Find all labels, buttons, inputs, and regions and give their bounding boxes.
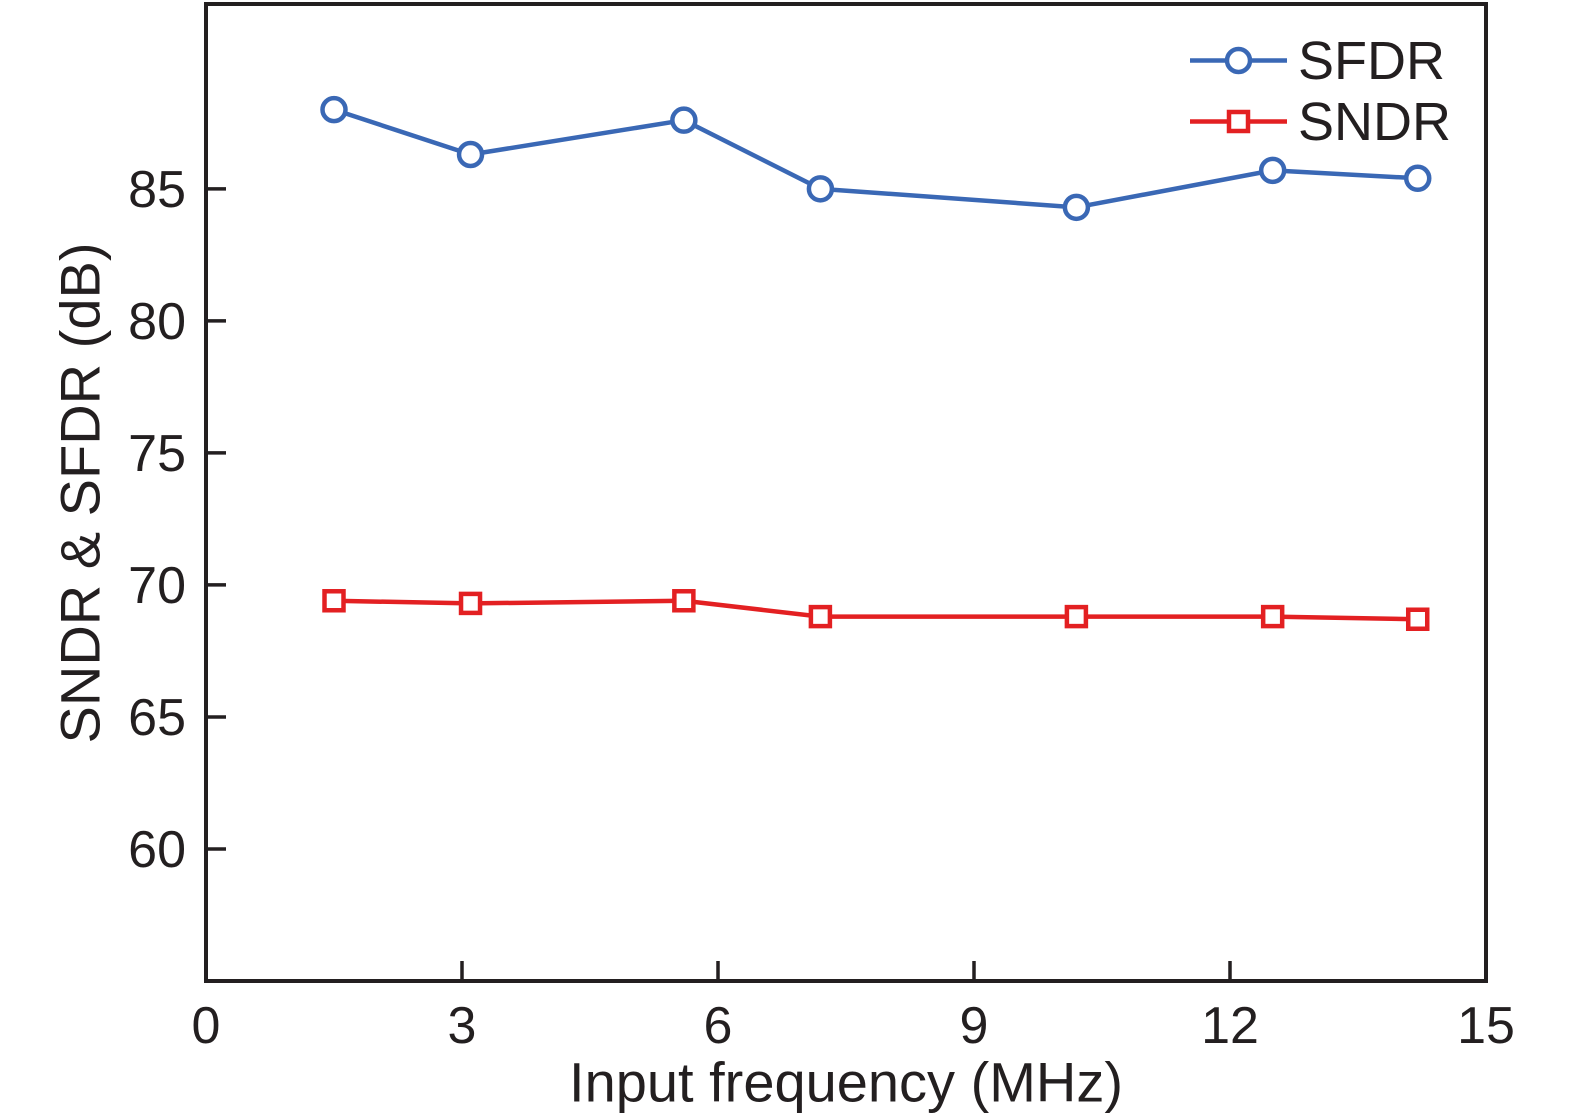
- sndr-line-marker-swatch: [1190, 109, 1287, 134]
- data-point-sndr: [672, 589, 696, 613]
- plot-border: [204, 2, 1488, 983]
- legend-entry-sndr: SNDR: [1190, 91, 1451, 152]
- sfdr-line-marker-swatch: [1190, 46, 1287, 75]
- x-tick-label: 12: [1201, 997, 1259, 1055]
- data-point-sfdr: [1403, 164, 1432, 193]
- y-tick-label: 65: [128, 689, 186, 747]
- y-tick-label: 80: [128, 293, 186, 351]
- data-point-sfdr: [456, 140, 485, 169]
- data-point-sfdr: [320, 95, 348, 124]
- y-tick-label: 85: [128, 161, 186, 219]
- x-tick-label: 3: [448, 997, 477, 1055]
- y-axis-label: SNDR & SFDR (dB): [48, 242, 112, 744]
- data-point-sfdr: [1062, 193, 1091, 222]
- data-point-sndr: [1260, 604, 1285, 629]
- x-tick-label: 6: [704, 997, 733, 1055]
- data-point-sfdr: [1258, 156, 1287, 185]
- x-tick-label: 15: [1457, 997, 1515, 1055]
- legend: SFDR SNDR: [1190, 30, 1451, 152]
- legend-marker-sndr: [1226, 109, 1251, 134]
- data-point-sndr: [458, 591, 483, 616]
- x-tick-label: 9: [960, 997, 989, 1055]
- data-point-sfdr: [670, 106, 698, 134]
- legend-entry-sfdr: SFDR: [1190, 30, 1451, 91]
- data-point-sndr: [808, 604, 833, 629]
- data-point-sfdr: [806, 175, 835, 203]
- legend-marker-sfdr: [1224, 46, 1253, 75]
- y-tick-label: 75: [128, 425, 186, 483]
- y-tick-label: 60: [128, 821, 186, 879]
- x-axis-label: Input frequency (MHz): [569, 1050, 1123, 1114]
- x-tick-label: 0: [192, 997, 221, 1055]
- data-point-sndr: [1405, 607, 1430, 631]
- y-tick-label: 70: [128, 557, 186, 615]
- data-point-sndr: [1064, 604, 1089, 629]
- data-point-sndr: [322, 589, 346, 613]
- series-line-sndr: [331, 598, 1420, 622]
- legend-label-sfdr: SFDR: [1298, 30, 1445, 91]
- legend-label-sndr: SNDR: [1298, 91, 1452, 152]
